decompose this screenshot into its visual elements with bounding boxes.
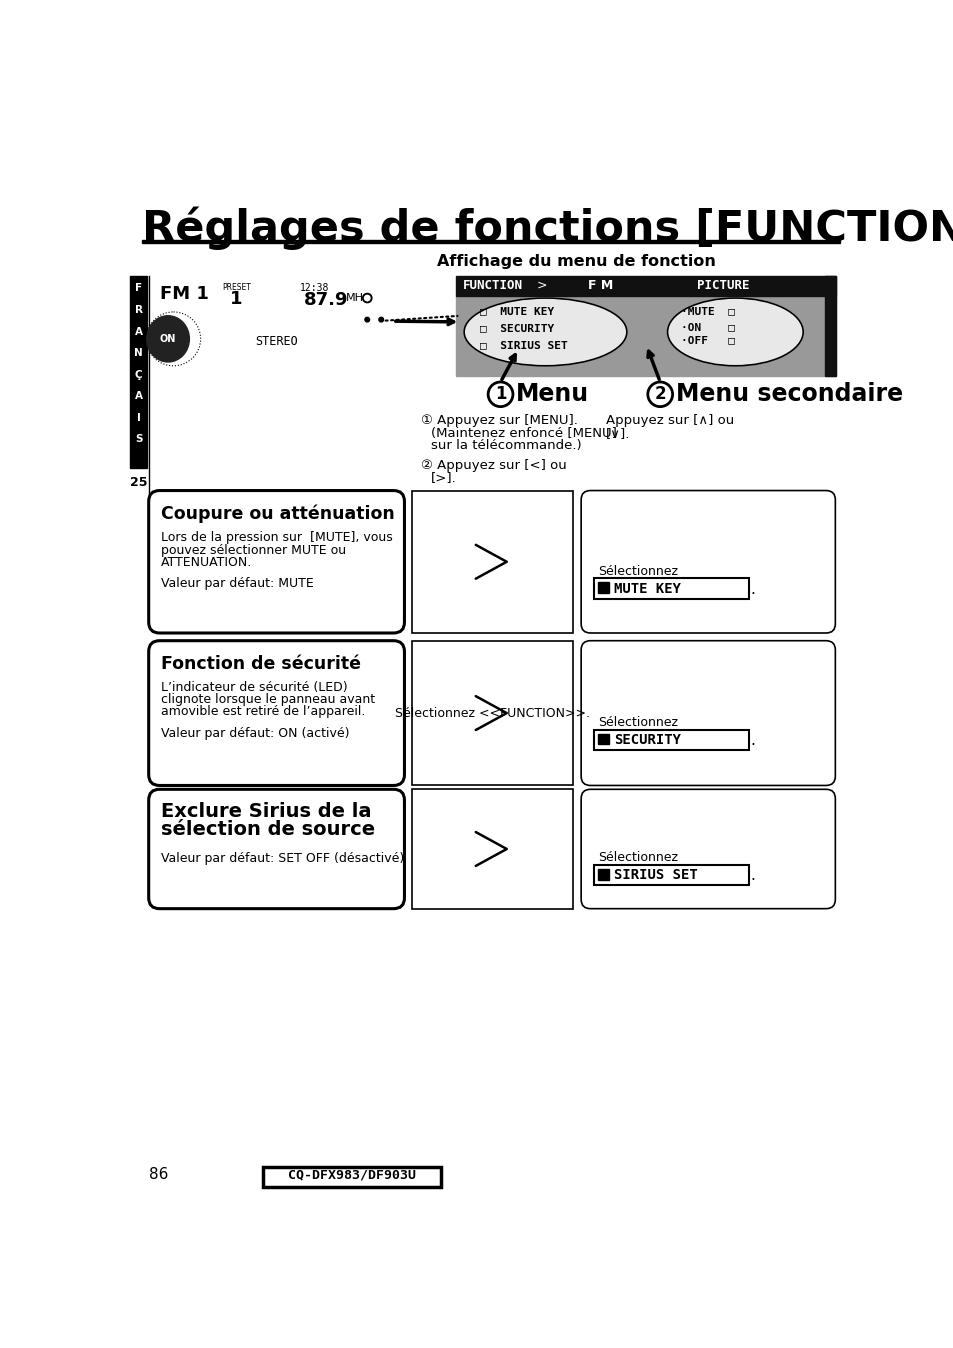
Text: clignote lorsque le panneau avant: clignote lorsque le panneau avant [161,693,375,706]
Circle shape [488,381,513,407]
Text: Valeur par défaut: ON (activé): Valeur par défaut: ON (activé) [161,727,349,740]
Circle shape [365,317,369,322]
FancyBboxPatch shape [580,491,835,634]
Text: Sélectionnez: Sélectionnez [598,716,678,729]
FancyBboxPatch shape [580,640,835,786]
Text: L’indicateur de sécurité (LED): L’indicateur de sécurité (LED) [161,681,347,694]
Text: Lors de la pression sur  [MUTE], vous: Lors de la pression sur [MUTE], vous [161,531,393,543]
Bar [824,276,835,376]
FancyBboxPatch shape [149,491,404,634]
Text: ② Appuyez sur [<] ou: ② Appuyez sur [<] ou [421,458,567,472]
Text: sur la télécommande.): sur la télécommande.) [431,439,580,452]
Text: amovible est retiré de l’appareil.: amovible est retiré de l’appareil. [161,705,365,718]
Text: N: N [134,348,143,359]
Text: [∨].: [∨]. [605,426,630,439]
Circle shape [378,317,383,322]
Text: CQ-DFX983/DF903U: CQ-DFX983/DF903U [288,1169,416,1181]
Bar [142,240,840,243]
Text: 12:38: 12:38 [299,283,329,293]
Circle shape [364,295,370,301]
Ellipse shape [667,298,802,365]
Text: ATTENUATION.: ATTENUATION. [161,555,253,569]
Text: Sélectionnez <<FUNCTION>>.: Sélectionnez <<FUNCTION>>. [395,706,590,720]
Text: □  SIRIUS SET: □ SIRIUS SET [479,341,567,350]
Text: .: . [750,733,755,748]
Text: 86: 86 [149,1166,168,1182]
Text: S: S [134,434,142,445]
Text: R: R [134,305,143,315]
Bar [412,491,573,634]
Text: I: I [136,412,140,423]
Ellipse shape [147,315,190,363]
Text: A: A [134,391,143,402]
Text: Fonction de sécurité: Fonction de sécurité [161,655,361,673]
Text: 2: 2 [654,386,665,403]
Text: Coupure ou atténuation: Coupure ou atténuation [161,504,395,523]
Text: F: F [135,283,142,294]
Text: Sélectionnez: Sélectionnez [598,565,678,578]
Text: SECURITY: SECURITY [613,733,680,747]
Bar [412,640,573,786]
Text: F M: F M [587,279,613,291]
Text: ·OFF   □: ·OFF □ [680,336,735,346]
Bar [456,276,835,295]
Text: >: > [536,279,546,291]
Text: [>].: [>]. [431,472,456,484]
Text: □  MUTE KEY: □ MUTE KEY [479,306,554,317]
Text: PICTURE: PICTURE [696,279,748,291]
Bar [598,582,608,593]
Text: Menu secondaire: Menu secondaire [675,383,902,406]
Text: (Maintenez enfoncé [MENU]: (Maintenez enfoncé [MENU] [431,426,616,439]
Circle shape [362,294,372,303]
Text: Valeur par défaut: SET OFF (désactivé): Valeur par défaut: SET OFF (désactivé) [161,852,404,865]
Text: ·MUTE  □: ·MUTE □ [680,306,735,317]
Bar [598,733,608,744]
Text: □  SECURITY: □ SECURITY [479,324,554,333]
Text: Sélectionnez: Sélectionnez [598,852,678,864]
Text: Exclure Sirius de la: Exclure Sirius de la [161,802,372,821]
FancyBboxPatch shape [149,640,404,786]
FancyBboxPatch shape [580,790,835,909]
Text: FUNCTION: FUNCTION [462,279,522,291]
Bar [598,869,608,880]
Text: 25: 25 [130,476,147,489]
Bar [593,865,748,886]
Text: MHz: MHz [346,293,370,303]
Bar [456,295,835,376]
Text: Ç: Ç [134,369,142,380]
FancyBboxPatch shape [149,790,404,909]
Text: Valeur par défaut: MUTE: Valeur par défaut: MUTE [161,577,314,590]
Text: STEREO: STEREO [255,334,297,348]
Bar [593,729,748,749]
Text: SIRIUS SET: SIRIUS SET [613,868,697,883]
Text: 1: 1 [230,290,242,307]
Bar [130,276,147,468]
Ellipse shape [464,298,626,365]
Text: .: . [750,868,755,883]
Text: Réglages de fonctions [FUNCTION]: Réglages de fonctions [FUNCTION] [142,206,953,249]
Text: sélection de source: sélection de source [161,820,375,838]
Bar [593,578,748,599]
Text: Menu: Menu [516,383,589,406]
Text: PRESET: PRESET [222,283,251,291]
Text: 87.9: 87.9 [303,291,348,309]
Bar [262,1166,440,1186]
Text: 1: 1 [495,386,506,403]
Circle shape [647,381,672,407]
Text: .: . [750,581,755,597]
Text: MUTE KEY: MUTE KEY [613,581,680,596]
Text: ·ON    □: ·ON □ [680,322,735,332]
Text: Appuyez sur [∧] ou: Appuyez sur [∧] ou [605,414,734,427]
Text: ON: ON [160,334,176,344]
Text: ① Appuyez sur [MENU].: ① Appuyez sur [MENU]. [421,414,578,427]
Text: FM 1: FM 1 [160,284,209,303]
Text: A: A [134,326,143,337]
Bar [412,790,573,909]
Text: Affichage du menu de fonction: Affichage du menu de fonction [436,255,715,270]
Text: pouvez sélectionner MUTE ou: pouvez sélectionner MUTE ou [161,543,346,557]
